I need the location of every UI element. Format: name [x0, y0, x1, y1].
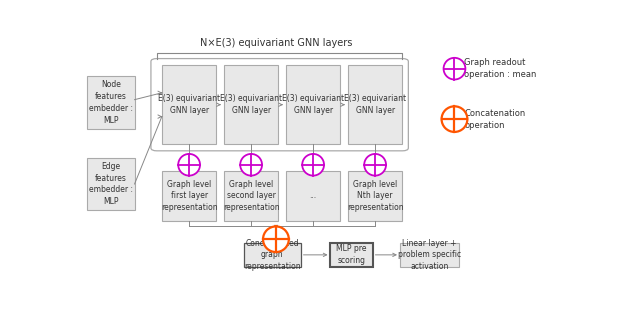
- Text: E(3) equivariant
GNN layer: E(3) equivariant GNN layer: [282, 94, 344, 115]
- Bar: [244, 243, 301, 267]
- Bar: [224, 65, 278, 144]
- Bar: [162, 65, 216, 144]
- Text: Graph level
first layer
representation: Graph level first layer representation: [161, 180, 218, 212]
- Text: N×E(3) equivariant GNN layers: N×E(3) equivariant GNN layers: [200, 38, 352, 48]
- Bar: [286, 65, 340, 144]
- Text: E(3) equivariant
GNN layer: E(3) equivariant GNN layer: [220, 94, 282, 115]
- Text: Node
features
embedder :
MLP: Node features embedder : MLP: [89, 80, 133, 124]
- Ellipse shape: [178, 154, 200, 176]
- Text: ...: ...: [310, 192, 317, 201]
- Bar: [286, 171, 340, 221]
- Ellipse shape: [442, 106, 467, 132]
- Ellipse shape: [263, 227, 289, 252]
- Text: Concatenation
operation: Concatenation operation: [465, 109, 525, 129]
- Text: Graph level
Nth layer
representation: Graph level Nth layer representation: [347, 180, 403, 212]
- Bar: [88, 158, 134, 210]
- Text: Linear layer +
problem specific
activation: Linear layer + problem specific activati…: [398, 239, 461, 271]
- Bar: [162, 171, 216, 221]
- Text: Concatenated
graph
representation: Concatenated graph representation: [244, 239, 301, 271]
- Ellipse shape: [302, 154, 324, 176]
- Text: E(3) equivariant
GNN layer: E(3) equivariant GNN layer: [158, 94, 220, 115]
- Text: Graph readout
operation : mean: Graph readout operation : mean: [465, 58, 537, 79]
- Text: Edge
features
embedder :
MLP: Edge features embedder : MLP: [89, 162, 133, 206]
- Bar: [88, 76, 134, 129]
- Bar: [330, 243, 372, 267]
- Ellipse shape: [444, 58, 465, 80]
- Bar: [348, 171, 403, 221]
- Text: Graph level
second layer
representation: Graph level second layer representation: [223, 180, 280, 212]
- Bar: [348, 65, 403, 144]
- Text: MLP pre
scoring: MLP pre scoring: [336, 245, 367, 265]
- Bar: [224, 171, 278, 221]
- Text: E(3) equivariant
GNN layer: E(3) equivariant GNN layer: [344, 94, 406, 115]
- Ellipse shape: [240, 154, 262, 176]
- Ellipse shape: [364, 154, 386, 176]
- Bar: [400, 243, 460, 267]
